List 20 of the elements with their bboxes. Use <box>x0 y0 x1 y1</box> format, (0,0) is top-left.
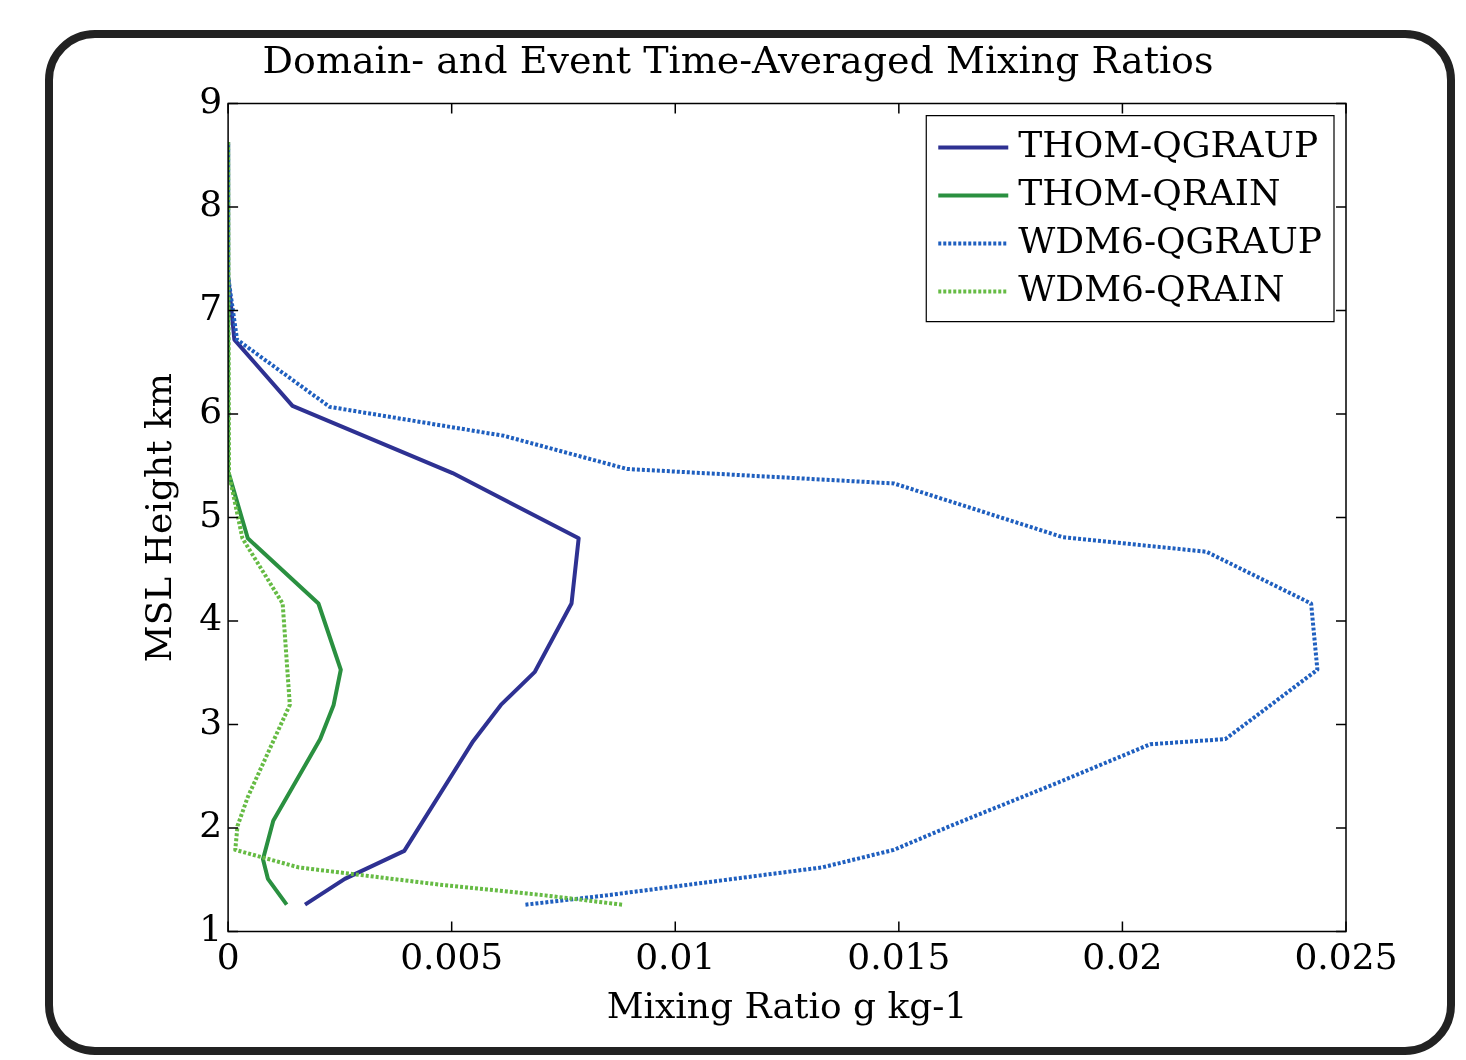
y-tick-label: 3 <box>199 700 223 742</box>
y-axis-title: MSL Height km <box>137 373 179 663</box>
x-tick-label: 0.01 <box>635 935 716 977</box>
y-tick-label: 7 <box>199 286 223 328</box>
y-tick-label: 6 <box>199 390 223 432</box>
x-tick-label: 0.015 <box>847 935 951 977</box>
y-tick-label: 4 <box>199 597 223 639</box>
x-axis-title: Mixing Ratio g kg-1 <box>606 984 968 1026</box>
x-tick-label: 0.025 <box>1294 935 1398 977</box>
y-tick-label: 9 <box>199 79 223 121</box>
y-tick-label: 2 <box>199 804 223 846</box>
x-tick-label: 0.02 <box>1082 935 1163 977</box>
legend-label: THOM-QRAIN <box>1018 171 1281 213</box>
legend-label: WDM6-QRAIN <box>1018 267 1285 309</box>
y-tick-label: 5 <box>199 493 223 535</box>
chart-title: Domain- and Event Time-Averaged Mixing Ratios <box>262 37 1214 82</box>
y-tick-label: 8 <box>199 183 223 225</box>
x-tick-label: 0.005 <box>400 935 504 977</box>
legend-label: THOM-QGRAUP <box>1018 123 1319 165</box>
legend-label: WDM6-QGRAUP <box>1018 219 1322 261</box>
